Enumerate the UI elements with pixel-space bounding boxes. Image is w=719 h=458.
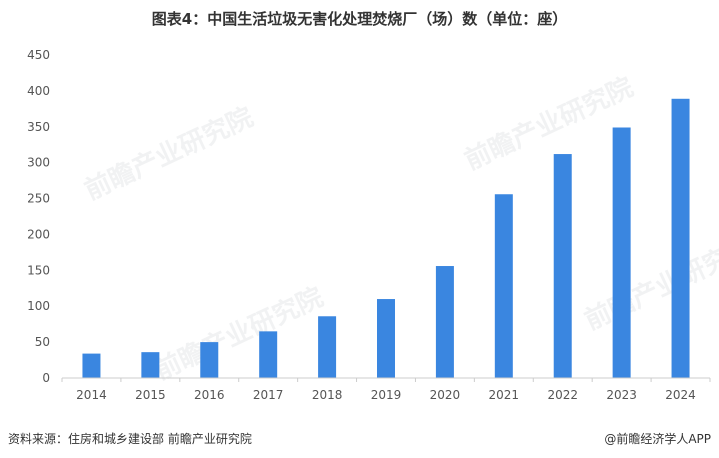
x-tick-label: 2015 bbox=[135, 388, 166, 402]
y-tick-label: 150 bbox=[27, 263, 50, 277]
bar-2015 bbox=[141, 352, 160, 378]
x-tick-label: 2020 bbox=[430, 388, 461, 402]
watermark-text: 前瞻产业研究院 bbox=[80, 101, 258, 206]
x-tick-label: 2019 bbox=[371, 388, 402, 402]
y-tick-label: 300 bbox=[27, 156, 50, 170]
bar-2017 bbox=[259, 331, 278, 378]
y-tick-label: 250 bbox=[27, 192, 50, 206]
bar-2021 bbox=[494, 194, 513, 378]
watermark-text: 前瞻产业研究院 bbox=[150, 281, 328, 386]
chart-title: 图表4：中国生活垃圾无害化处理焚烧厂（场）数（单位：座） bbox=[151, 10, 568, 28]
x-tick-label: 2023 bbox=[606, 388, 637, 402]
y-tick-label: 50 bbox=[35, 335, 50, 349]
bar-2018 bbox=[318, 316, 337, 378]
y-axis: 0 50 100 150 200 250 300 350 400 450 bbox=[27, 48, 50, 385]
watermark-text: 前瞻产业研究院 bbox=[580, 231, 719, 336]
bar-2023 bbox=[612, 127, 631, 379]
x-tick-label: 2022 bbox=[547, 388, 578, 402]
y-tick-label: 100 bbox=[27, 299, 50, 313]
x-axis: 2014 2015 2016 2017 2018 2019 2020 2021 2022 2023… bbox=[61, 378, 711, 402]
bar-2024 bbox=[671, 98, 690, 378]
bar-2019 bbox=[377, 299, 395, 378]
y-tick-label: 0 bbox=[42, 371, 50, 385]
x-tick-label: 2021 bbox=[489, 388, 520, 402]
watermark-text: 前瞻产业研究院 bbox=[460, 71, 638, 176]
x-tick-label: 2024 bbox=[665, 388, 696, 402]
brand-credit: @前瞻经济学人APP bbox=[604, 432, 711, 446]
x-tick-label: 2014 bbox=[76, 388, 107, 402]
bar-2016 bbox=[200, 342, 219, 378]
y-tick-label: 450 bbox=[27, 48, 50, 62]
source-note: 资料来源：住房和城乡建设部 前瞻产业研究院 bbox=[8, 432, 252, 446]
y-tick-label: 350 bbox=[27, 120, 50, 134]
bar-2022 bbox=[553, 154, 572, 378]
bar-2014 bbox=[82, 353, 101, 378]
x-tick-label: 2016 bbox=[194, 388, 225, 402]
y-tick-label: 200 bbox=[27, 227, 50, 241]
bars-group bbox=[82, 98, 690, 379]
y-tick-label: 400 bbox=[27, 84, 50, 98]
bar-2020 bbox=[435, 266, 454, 378]
x-tick-label: 2018 bbox=[312, 388, 343, 402]
x-tick-label: 2017 bbox=[253, 388, 284, 402]
